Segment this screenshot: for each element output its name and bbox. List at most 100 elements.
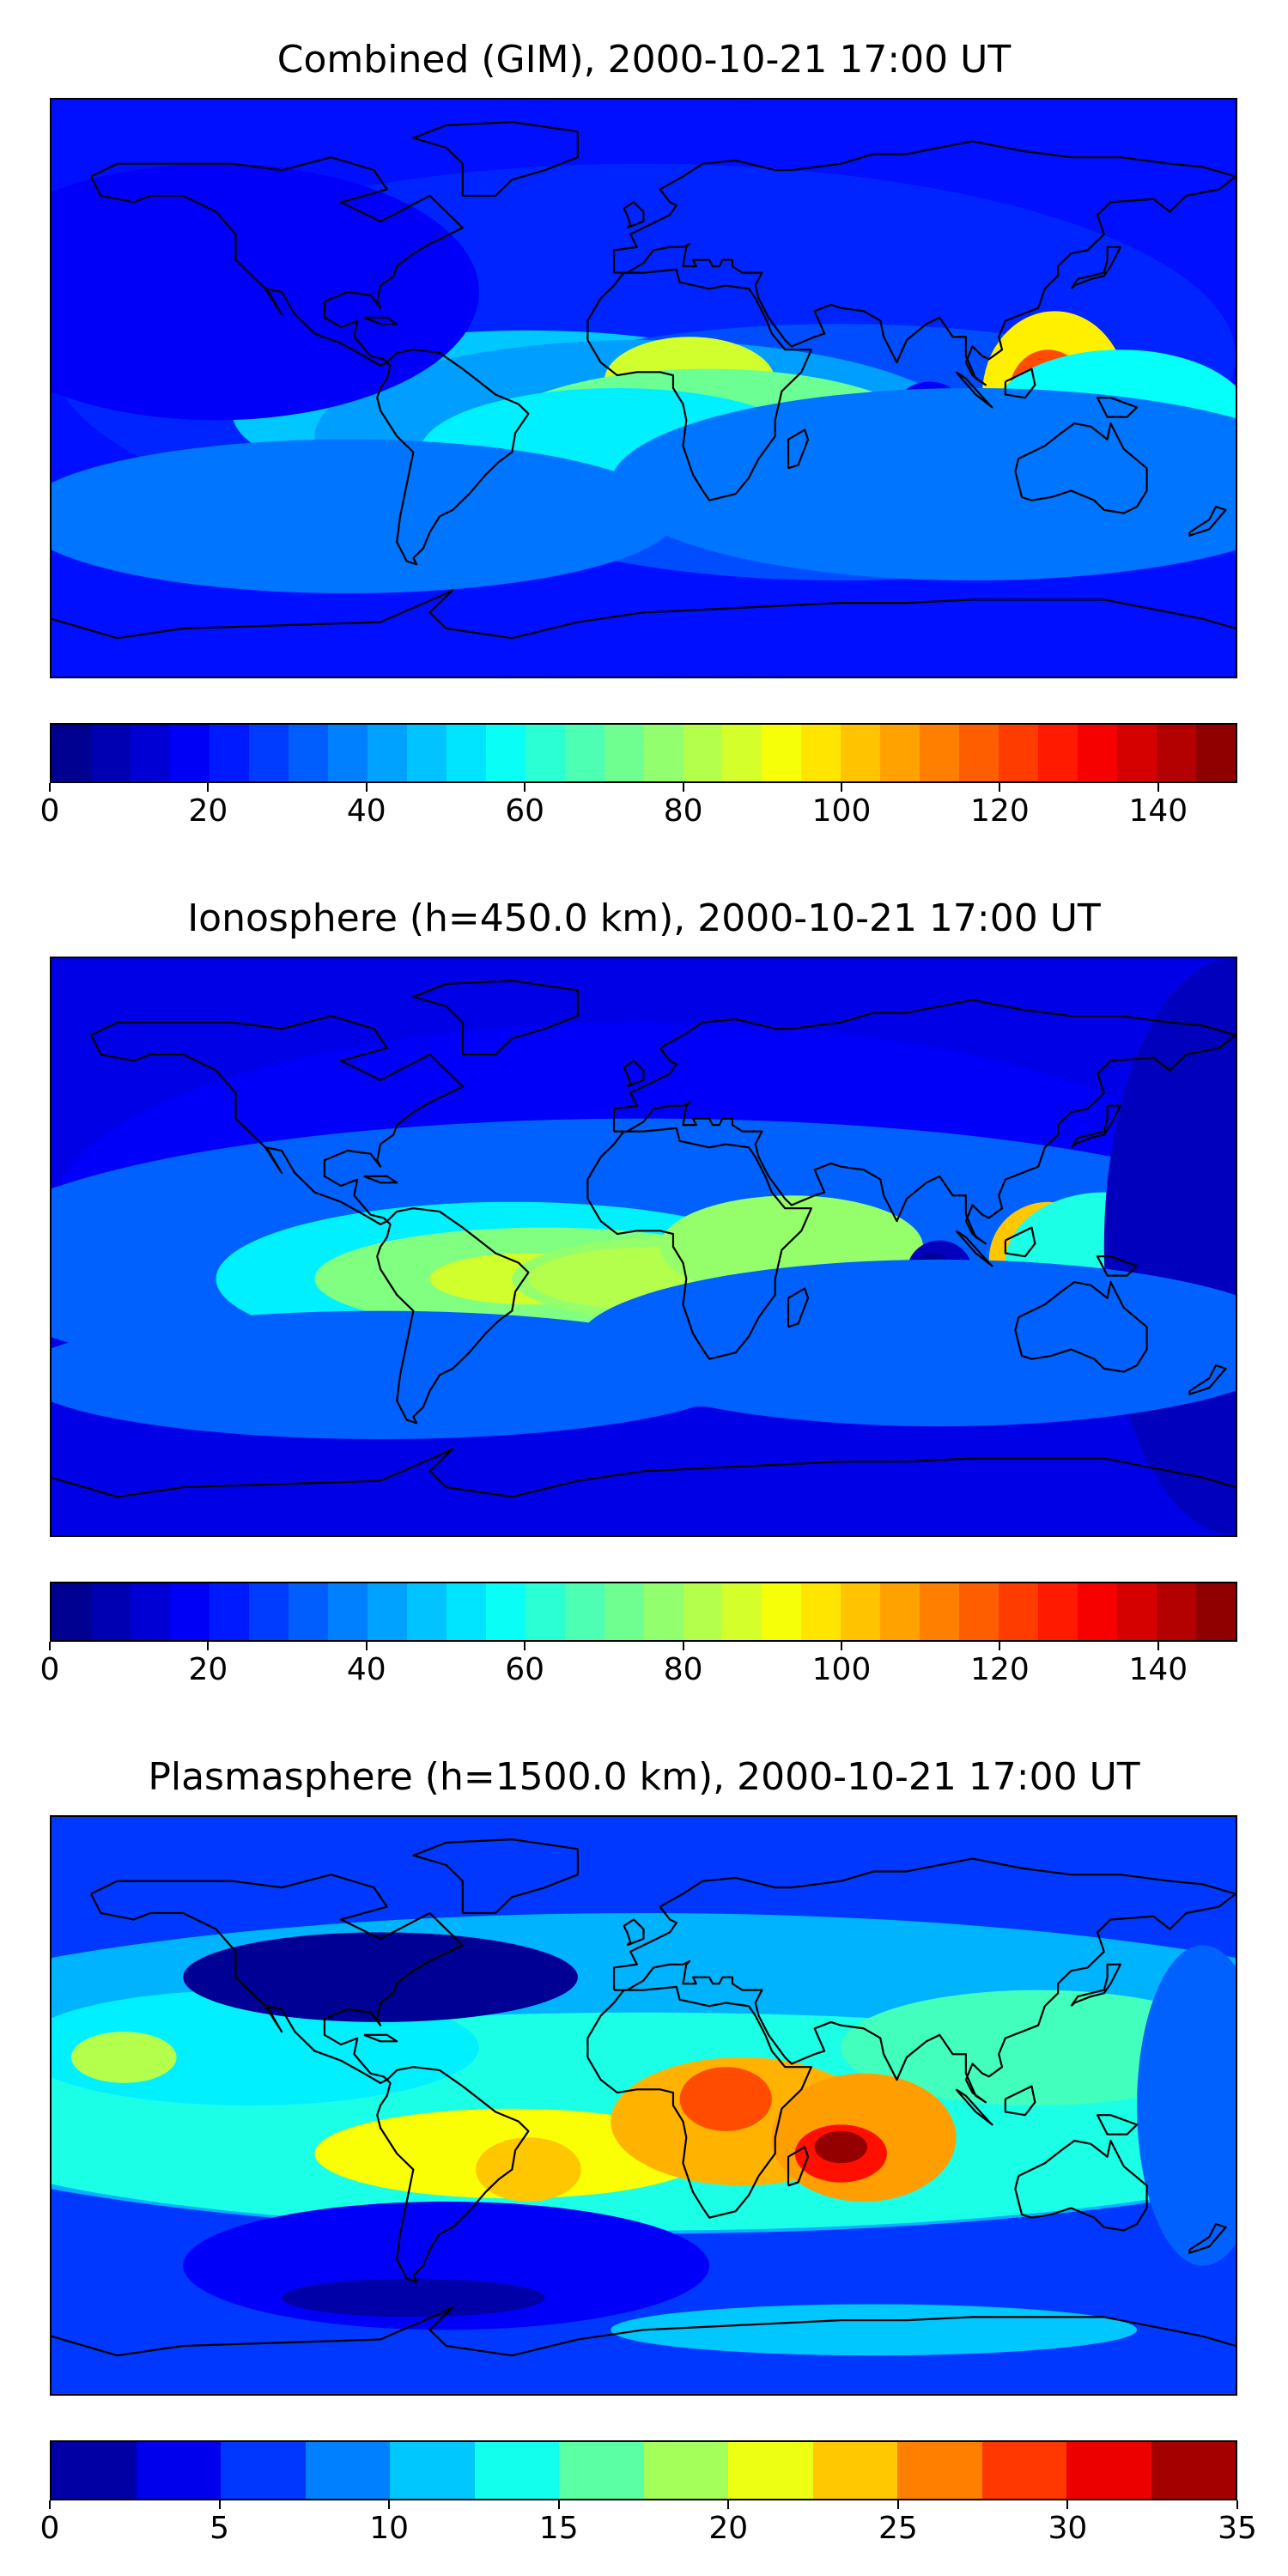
colorbar-segment [841,1583,881,1640]
coastline [956,372,992,407]
coastline [413,122,578,196]
colorbar-tick-label: 20 [188,1652,228,1687]
map-contour-region [183,1932,578,2022]
coastline [614,1000,1236,1244]
colorbar-tick-label: 20 [188,793,228,829]
coastline [91,1874,463,2083]
colorbar-tick [218,2500,221,2509]
colorbar-segment [1038,1583,1078,1640]
colorbar-segment [130,725,170,781]
colorbar-segment [1196,1583,1236,1640]
coastline [377,1208,528,1423]
coastline [1189,1365,1225,1394]
colorbar-segment [559,2442,644,2499]
colorbar-segment [643,1583,683,1640]
colorbar-segment [604,725,644,781]
colorbar-tick-label: 100 [811,1652,872,1687]
coastline [1097,398,1137,416]
colorbar-tick [727,2500,730,2509]
coastline [1097,1256,1137,1275]
colorbar-tick-label: 120 [970,1652,1030,1687]
coastline [1189,507,1225,536]
coastline [788,1289,808,1327]
colorbar-tick-label: 0 [39,793,60,829]
colorbar-tick-label: 80 [663,1652,703,1687]
colorbar-segment [169,725,210,781]
colorbar-segment [920,1583,960,1640]
coastline [587,1987,811,2218]
colorbar-segment [1117,725,1157,781]
colorbar-segment [762,1583,802,1640]
colorbar-tick [207,783,210,792]
colorbar-segment [1157,1583,1197,1640]
colorbar-tick [49,1642,51,1650]
coastline [956,1230,992,1266]
coastline [91,157,463,366]
map-contour-region [611,388,1236,580]
coastline [52,1449,1236,1497]
colorbar-segment [1078,1583,1118,1640]
colorbar-tick [49,2500,51,2509]
coastline [52,590,1236,638]
colorbar-segment [841,725,881,781]
panel-1-colorbar [50,723,1237,783]
colorbar-segment [446,725,486,781]
map-contour-region [52,439,677,593]
panel-3-colorbar [50,2440,1237,2500]
map-contour-region [1137,1945,1236,2266]
panel-2-map [50,957,1237,1537]
coastline [614,1859,1236,2103]
colorbar-segment [90,1583,131,1640]
colorbar-segment [446,1583,486,1640]
panel-3-colorbar-ticks: 0 5 10 15 20 25 30 35 [40,2500,1257,2552]
panel-1-map [50,98,1237,678]
colorbar-segment [683,725,723,781]
colorbar-segment [52,1583,91,1640]
colorbar-tick [682,783,684,792]
panel-2-colorbar-ticks: 0 20 40 60 80 100 120 140 [40,1642,1237,1693]
colorbar-tick-label: 20 [708,2511,749,2546]
map-contour-region [52,1310,743,1439]
coastline [1005,2087,1035,2116]
colorbar-segment [1117,1583,1157,1640]
colorbar-tick [841,1642,842,1650]
coastline [364,2035,397,2041]
colorbar-tick-label: 35 [1218,2511,1257,2546]
coastline [1005,1228,1035,1257]
colorbar-segment [1196,725,1236,781]
colorbar-segment [564,725,605,781]
colorbar-tick [49,783,51,792]
colorbar-segment [209,1583,249,1640]
colorbar-segment [722,725,762,781]
map-contour-region [70,2032,177,2083]
colorbar-segment [169,1583,210,1640]
colorbar-tick-label: 5 [210,2511,230,2546]
coastline [413,981,578,1054]
coastline [1071,1106,1120,1148]
colorbar-segment [136,2442,221,2499]
colorbar-tick-label: 15 [538,2511,579,2546]
colorbar-tick [896,2500,899,2509]
colorbar-tick [365,783,368,792]
colorbar-tick-label: 80 [663,793,703,829]
map-contour-region [611,2304,1138,2356]
colorbar-tick-label: 40 [346,1652,386,1687]
panel-3-map [50,1815,1237,2396]
colorbar-tick [1157,1642,1159,1650]
map-contour-region [814,2130,867,2164]
colorbar-segment [248,1583,289,1640]
colorbar-tick-label: 100 [811,793,872,829]
coastline [364,1176,397,1182]
colorbar-segment [604,1583,644,1640]
colorbar-segment [880,1583,920,1640]
colorbar-segment [288,1583,328,1640]
colorbar-segment [52,725,91,781]
colorbar-tick [365,1642,368,1650]
coastline [1071,247,1120,289]
colorbar-segment [288,725,328,781]
colorbar-segment [1038,725,1078,781]
colorbar-segment [209,725,249,781]
coastline [413,1839,578,1913]
coastline [1005,369,1035,398]
colorbar-tick [1066,2500,1069,2509]
